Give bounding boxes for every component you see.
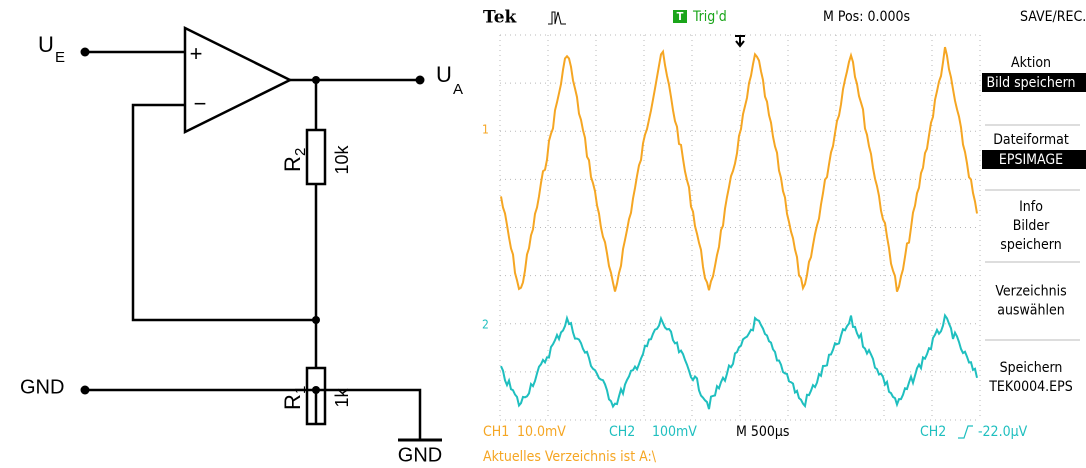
ch1-label: CH1 xyxy=(483,424,509,440)
node xyxy=(312,76,320,84)
label-symbol: R xyxy=(280,394,305,410)
menu-text: TEK0004.EPS xyxy=(988,379,1073,395)
node xyxy=(312,386,320,394)
brand: Tek xyxy=(483,8,518,28)
terminal xyxy=(416,76,425,85)
r2-value: 10k xyxy=(332,144,352,174)
channel-marker: 2 xyxy=(482,318,489,332)
circuit: + − U E U A R 2 10k R 1 1k GND GND xyxy=(20,28,463,466)
wire xyxy=(133,105,316,320)
terminal xyxy=(81,48,90,57)
trig-icon-label: T xyxy=(677,10,684,23)
label-symbol: R xyxy=(280,156,305,172)
menu-title: Aktion xyxy=(1011,55,1051,71)
ch1-scale: 10.0mV xyxy=(517,424,566,440)
ch2-scale: 100mV xyxy=(652,424,697,440)
wire xyxy=(85,390,420,440)
menu-value: EPSIMAGE xyxy=(999,152,1063,168)
trig-source: CH2 xyxy=(920,424,946,440)
m-pos: M Pos: 0.000s xyxy=(823,9,910,25)
menu-item[interactable]: Aktion Bild speichern xyxy=(982,55,1086,92)
menu-value: Bild speichern xyxy=(986,75,1075,91)
trig-slope xyxy=(958,426,973,438)
footer: Aktuelles Verzeichnis ist A:\ xyxy=(483,449,657,465)
label-symbol: U xyxy=(38,32,54,57)
timebase: M 500µs xyxy=(736,424,789,440)
menu-item[interactable]: Verzeichnis auswählen xyxy=(985,262,1080,319)
label-subscript: 1 xyxy=(292,386,309,394)
r2-label: R 2 xyxy=(280,148,309,172)
r1-value: 1k xyxy=(332,387,352,407)
oscilloscope: Tek T Trig'd M Pos: 0.000s SAVE/REC. 1 2… xyxy=(482,8,1086,466)
trig-status: Trig'd xyxy=(692,9,727,25)
menu-title: Dateiformat xyxy=(993,132,1069,148)
menu-text: Verzeichnis xyxy=(995,284,1066,300)
menu-text: auswählen xyxy=(997,303,1065,319)
graticule xyxy=(500,35,980,420)
gnd-label: GND xyxy=(398,444,442,466)
acq-icon xyxy=(548,12,566,24)
trig-level: -22.0µV xyxy=(978,424,1028,440)
channel-marker: 1 xyxy=(482,123,489,137)
menu-text: Bilder xyxy=(1013,218,1050,234)
trigger-position xyxy=(735,36,745,46)
resistor xyxy=(307,130,325,184)
menu-title: SAVE/REC. xyxy=(1020,9,1086,25)
minus-sign: − xyxy=(194,91,207,116)
menu-text: Info xyxy=(1019,199,1043,215)
menu-item[interactable]: Dateiformat EPSIMAGE xyxy=(982,125,1086,169)
node xyxy=(312,316,320,324)
menu-item[interactable]: Info Bilder speichern xyxy=(985,190,1080,253)
gnd-label: GND xyxy=(20,376,64,398)
label-symbol: U xyxy=(436,62,452,87)
label-subscript: E xyxy=(55,49,65,66)
side-menu: Aktion Bild speichern Dateiformat EPSIMAGE I… xyxy=(982,55,1086,395)
menu-text: Speichern xyxy=(1000,360,1063,376)
plus-sign: + xyxy=(190,41,203,66)
menu-text: speichern xyxy=(1000,237,1061,253)
page: + − U E U A R 2 10k R 1 1k GND GND Tek T… xyxy=(0,0,1086,468)
trace-ch2 xyxy=(501,316,977,410)
trace-ch1 xyxy=(501,47,977,292)
terminal xyxy=(81,386,90,395)
label-subscript: 2 xyxy=(292,148,309,156)
label-subscript: A xyxy=(453,81,463,98)
ch2-label: CH2 xyxy=(609,424,635,440)
menu-item[interactable]: Speichern TEK0004.EPS xyxy=(985,340,1080,395)
